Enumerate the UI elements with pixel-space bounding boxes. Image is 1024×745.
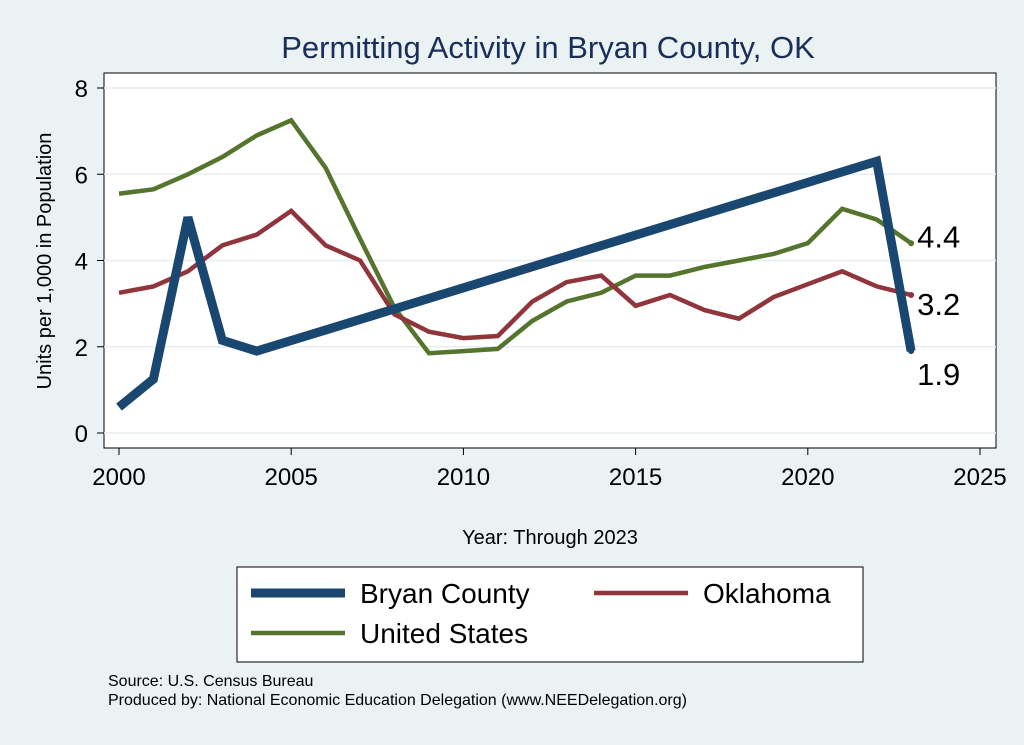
end-label-united-states: 4.4: [917, 219, 960, 254]
axes: 0 2 4 6 8 2000 2005 2010 2015 2020 2025: [75, 76, 1007, 491]
y-tick-label: 8: [75, 76, 88, 103]
y-tick-label: 4: [75, 249, 88, 276]
x-tick-label: 2000: [92, 464, 145, 491]
y-axis-label: Units per 1,000 in Population: [34, 133, 56, 390]
x-tick-label: 2015: [609, 464, 662, 491]
end-label-bryan-county: 1.9: [917, 357, 960, 392]
produced-by-note: Produced by: National Economic Education…: [108, 692, 687, 709]
source-note: Source: U.S. Census Bureau: [108, 673, 314, 690]
series-layer: [116, 117, 916, 411]
series-line-united-states: [118, 117, 913, 356]
legend-label-united-states: United States: [360, 618, 528, 649]
y-tick-label: 2: [75, 335, 88, 362]
x-tick-label: 2025: [953, 464, 1006, 491]
end-labels: 1.9 3.2 4.4: [908, 219, 960, 392]
y-tick-label: 6: [75, 162, 88, 189]
footer: Source: U.S. Census Bureau Produced by: …: [108, 672, 687, 710]
x-axis-label: Year: Through 2023: [462, 527, 638, 549]
end-label-oklahoma: 3.2: [917, 287, 960, 322]
x-tick-label: 2005: [265, 464, 318, 491]
y-tick-label: 0: [75, 421, 88, 448]
series-line-oklahoma: [118, 207, 912, 341]
legend-items: Bryan County Oklahoma United States: [251, 578, 831, 649]
end-point-united-states: [908, 240, 915, 247]
end-point-bryan-county: [908, 348, 915, 355]
x-tick-label: 2020: [781, 464, 834, 491]
x-tick-label: 2010: [437, 464, 490, 491]
legend-label-bryan-county: Bryan County: [360, 578, 530, 609]
end-point-oklahoma: [908, 292, 915, 298]
chart-title: Permitting Activity in Bryan County, OK: [281, 30, 815, 65]
legend-label-oklahoma: Oklahoma: [703, 578, 831, 609]
legend: Bryan County Oklahoma United States: [236, 566, 864, 663]
legend-box: [236, 566, 864, 663]
series-line-bryan-county: [116, 155, 916, 411]
